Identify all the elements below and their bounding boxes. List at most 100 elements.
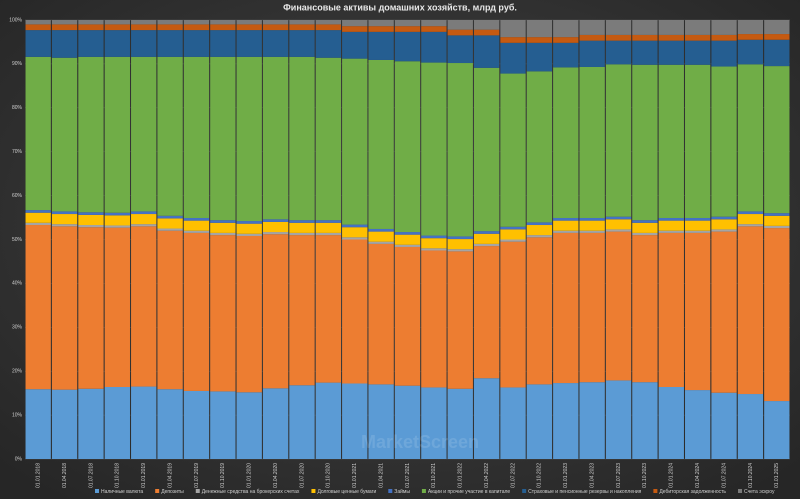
bar-segment xyxy=(51,226,78,390)
bar-segment xyxy=(658,20,684,35)
x-tick-label: 01.01.2019 xyxy=(141,463,147,488)
bar-segment xyxy=(526,225,553,236)
bar-segment xyxy=(500,20,526,38)
bar-segment xyxy=(262,30,289,57)
bar-segment xyxy=(394,20,421,27)
bar-segment xyxy=(236,392,262,459)
bar-segment xyxy=(447,251,473,389)
bar-segment xyxy=(685,232,711,391)
bar-segment xyxy=(131,226,157,387)
y-tick-label: 60% xyxy=(12,193,23,199)
bar-segment xyxy=(658,64,684,218)
bar-segment xyxy=(183,390,210,459)
bar-segment xyxy=(210,20,236,25)
bar-segment xyxy=(737,64,764,212)
bar-segment xyxy=(553,230,579,233)
bar-segment xyxy=(25,56,51,211)
x-tick-label: 01.04.2023 xyxy=(589,463,595,488)
bar-segment xyxy=(421,235,447,239)
legend-swatch xyxy=(653,489,658,493)
bar-segment xyxy=(711,392,737,459)
bar-segment xyxy=(632,20,658,35)
bar-segment xyxy=(368,231,394,242)
bar-segment xyxy=(78,24,104,31)
bar-segment xyxy=(685,34,711,41)
bar-segment xyxy=(236,20,262,25)
bar-segment xyxy=(473,231,500,234)
bar-segment xyxy=(183,217,210,221)
bar-segment xyxy=(368,20,394,27)
bar-segment xyxy=(605,34,632,41)
bar-segment xyxy=(78,56,104,213)
x-tick-label: 01.10.2022 xyxy=(537,463,543,488)
legend-label: Акции и прочие участие в капитале xyxy=(428,489,510,495)
bar-segment xyxy=(737,214,764,225)
bar-segment xyxy=(183,56,210,218)
bar-segment xyxy=(131,214,157,225)
bar-segment xyxy=(131,386,157,459)
bar-segment xyxy=(526,37,553,43)
bar-segment xyxy=(394,246,421,386)
bar-segment xyxy=(553,20,579,38)
bar-segment xyxy=(262,20,289,25)
bar-segment xyxy=(51,20,78,25)
bar-segment xyxy=(236,223,262,234)
bar-segment xyxy=(473,35,500,68)
bar-segment xyxy=(315,222,342,233)
bar-segment xyxy=(605,40,632,65)
legend-swatch xyxy=(311,489,316,493)
bar-segment xyxy=(289,24,315,31)
bar-segment xyxy=(289,30,315,57)
bar-segment xyxy=(25,222,51,226)
bar-segment xyxy=(104,215,130,226)
bar-segment xyxy=(315,20,342,25)
chart-title: Финансовые активы домашних хозяйств, млр… xyxy=(283,2,517,12)
bar-segment xyxy=(447,63,473,237)
bar-segment xyxy=(210,235,236,392)
bar-segment xyxy=(579,230,605,233)
y-tick-label: 70% xyxy=(12,149,23,155)
y-tick-label: 10% xyxy=(12,412,23,418)
bar-segment xyxy=(394,244,421,247)
bar-segment xyxy=(368,384,394,459)
bar-segment xyxy=(632,382,658,459)
bar-segment xyxy=(500,229,526,240)
x-tick-label: 01.04.2018 xyxy=(62,463,68,488)
bar-segment xyxy=(658,34,684,41)
bar-segment xyxy=(579,232,605,383)
bar-segment xyxy=(131,211,157,215)
bar-segment xyxy=(553,42,579,68)
bar-segment xyxy=(658,217,684,221)
bar-segment xyxy=(764,401,790,459)
x-tick-label: 01.07.2024 xyxy=(721,463,727,488)
x-tick-label: 01.04.2022 xyxy=(484,463,490,488)
bar-segment xyxy=(711,40,737,67)
bar-segment xyxy=(131,224,157,227)
bar-segment xyxy=(764,34,790,40)
bar-segment xyxy=(157,24,183,31)
bar-segment xyxy=(342,237,368,240)
bar-segment xyxy=(157,56,183,216)
bar-segment xyxy=(711,216,737,220)
bar-segment xyxy=(685,64,711,218)
bar-segment xyxy=(526,20,553,38)
bar-segment xyxy=(500,241,526,388)
bar-segment xyxy=(632,220,658,223)
bar-segment xyxy=(262,56,289,220)
bar-segment xyxy=(25,30,51,57)
bar-segment xyxy=(553,232,579,384)
bar-segment xyxy=(157,389,183,459)
bar-segment xyxy=(632,64,658,221)
y-tick-label: 30% xyxy=(12,325,23,331)
x-tick-label: 01.07.2023 xyxy=(616,463,622,488)
bar-segment xyxy=(447,239,473,250)
bar-segment xyxy=(500,42,526,74)
bar-segment xyxy=(210,24,236,31)
bar-segment xyxy=(78,388,104,459)
bar-segment xyxy=(289,222,315,233)
x-tick-label: 01.04.2019 xyxy=(167,463,173,488)
bar-segment xyxy=(473,29,500,36)
x-tick-label: 01.10.2021 xyxy=(431,463,437,488)
bar-segment xyxy=(764,39,790,67)
bar-segment xyxy=(579,34,605,41)
